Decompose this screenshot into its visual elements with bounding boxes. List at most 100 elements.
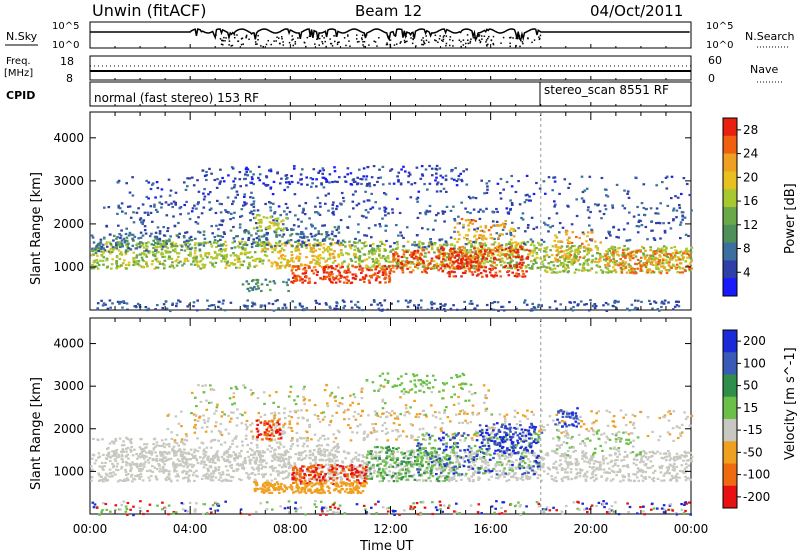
scatter-cell <box>528 253 531 256</box>
scatter-cell <box>322 186 326 189</box>
scatter-cell <box>322 243 326 246</box>
scatter-cell <box>623 244 626 248</box>
scatter-cell <box>416 257 419 260</box>
scatter-cell <box>555 254 559 257</box>
scatter-cell <box>387 480 391 483</box>
scatter-cell <box>451 254 455 257</box>
scatter-cell <box>287 474 290 477</box>
scatter-cell <box>524 265 528 268</box>
scatter-cell <box>96 254 99 257</box>
scatter-cell <box>196 203 200 206</box>
scatter-cell <box>373 184 376 187</box>
scatter-cell <box>368 275 372 278</box>
scatter-cell <box>390 249 394 252</box>
scatter-cell <box>159 467 162 470</box>
scatter-cell <box>676 271 679 274</box>
scatter-cell <box>128 231 132 234</box>
scatter-cell <box>174 242 178 245</box>
scatter-cell <box>677 300 680 303</box>
scatter-cell <box>563 263 566 266</box>
scatter-cell <box>426 210 429 213</box>
scatter-cell <box>189 235 193 238</box>
scatter-cell <box>255 222 258 225</box>
scatter-cell <box>410 262 413 265</box>
scatter-cell <box>396 263 399 266</box>
scatter-cell <box>244 241 247 244</box>
y-tick-label: 3000 <box>53 174 84 188</box>
scatter-cell <box>118 233 121 236</box>
scatter-cell <box>378 262 381 265</box>
scatter-cell <box>252 468 256 471</box>
scatter-cell <box>350 306 354 309</box>
scatter-cell <box>658 254 661 257</box>
scatter-cell <box>308 477 311 480</box>
scatter-cell <box>500 244 504 247</box>
scatter-cell <box>327 257 330 260</box>
scatter-cell <box>623 262 626 266</box>
scatter-cell <box>666 252 670 256</box>
scatter-cell <box>503 249 507 252</box>
scatter-cell <box>459 172 462 175</box>
scatter-cell <box>489 308 493 311</box>
scatter-cell <box>569 307 573 310</box>
scatter-cell <box>202 452 206 455</box>
scatter-cell <box>556 271 559 274</box>
scatter-cell <box>688 193 692 197</box>
scatter-cell <box>568 260 571 264</box>
scatter-cell <box>493 241 497 244</box>
scatter-cell <box>145 248 149 251</box>
scatter-cell <box>554 451 557 454</box>
scatter-cell <box>100 461 104 465</box>
scatter-cell <box>457 174 461 178</box>
scatter-cell <box>143 465 146 468</box>
scatter-cell <box>273 249 277 252</box>
scatter-cell <box>528 460 532 463</box>
scatter-cell <box>649 302 652 305</box>
scatter-cell <box>203 463 206 466</box>
scatter-cell <box>405 259 409 262</box>
scatter-cell <box>384 229 387 232</box>
scatter-cell <box>644 477 648 480</box>
scatter-cell <box>443 259 447 262</box>
scatter-cell <box>411 475 415 478</box>
scatter-cell <box>187 253 191 257</box>
scatter-cell <box>453 247 456 250</box>
scatter-cell <box>497 309 500 312</box>
scatter-cell <box>199 462 203 465</box>
scatter-cell <box>612 253 615 257</box>
scatter-cell <box>209 261 212 264</box>
scatter-cell <box>339 243 343 246</box>
scatter-cell <box>599 241 602 244</box>
scatter-cell <box>121 300 125 303</box>
scatter-cell <box>553 200 556 203</box>
scatter-cell <box>688 458 692 461</box>
scatter-cell <box>453 271 456 274</box>
scatter-cell <box>224 266 228 270</box>
scatter-cell <box>479 234 483 237</box>
scatter-cell <box>381 217 384 220</box>
scatter-cell <box>487 251 490 254</box>
scatter-cell <box>448 272 451 275</box>
scatter-cell <box>114 473 117 476</box>
scatter-cell <box>688 451 692 454</box>
scatter-cell <box>559 246 562 249</box>
scatter-cell <box>649 255 653 258</box>
scatter-cell <box>285 227 288 230</box>
scatter-cell <box>107 455 110 458</box>
scatter-cell <box>554 257 557 260</box>
scatter-cell <box>362 175 365 178</box>
scatter-cell <box>477 476 480 479</box>
scatter-cell <box>524 194 528 197</box>
scatter-cell <box>216 234 220 237</box>
scatter-cell <box>185 231 189 234</box>
scatter-cell <box>513 264 516 267</box>
scatter-cell <box>430 167 434 170</box>
scatter-cell <box>378 207 381 210</box>
scatter-cell <box>407 467 410 470</box>
scatter-cell <box>530 309 534 312</box>
scatter-cell <box>567 266 570 269</box>
scatter-cell <box>229 301 233 304</box>
scatter-cell <box>407 472 411 475</box>
scatter-cell <box>401 268 404 272</box>
scatter-cell <box>543 258 547 261</box>
